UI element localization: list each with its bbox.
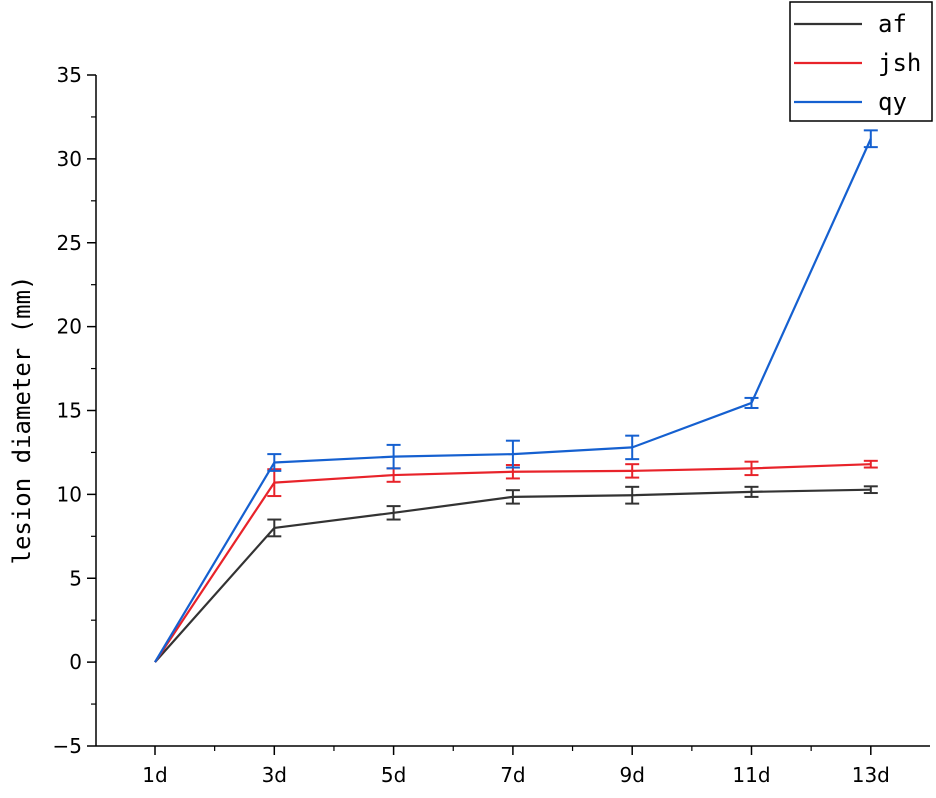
series-jsh (154, 459, 878, 663)
x-tick-label: 9d (619, 763, 644, 787)
axes: −5 0 5 10 15 20 25 30 35 1d 3d 5d 7d 9d 11d 13d (53, 63, 930, 787)
x-tick-label: 11d (732, 763, 770, 787)
y-tick-label: 30 (57, 147, 82, 171)
legend-label-qy: qy (878, 88, 907, 116)
legend: af jsh qy (789, 1, 933, 122)
series-layer (154, 129, 878, 663)
series-line (154, 138, 872, 663)
y-tick-label: 10 (57, 482, 82, 506)
legend-label-jsh: jsh (878, 49, 921, 77)
series-af (154, 485, 878, 663)
y-tick-label: −5 (53, 734, 82, 758)
y-tick-label: 0 (69, 650, 82, 674)
y-tick-label: 5 (69, 566, 82, 590)
y-tick-label: 20 (57, 315, 82, 339)
x-tick-label: 7d (500, 763, 525, 787)
y-tick-label: 25 (57, 231, 82, 255)
y-tick-label: 35 (57, 63, 82, 87)
x-tick-label: 3d (262, 763, 287, 787)
x-tick-label: 5d (381, 763, 406, 787)
legend-label-af: af (878, 10, 907, 38)
x-tick-label: 13d (852, 763, 890, 787)
y-axis-label: lesion diameter (mm) (8, 276, 36, 565)
x-tick-label: 1d (142, 763, 167, 787)
series-line (154, 488, 871, 663)
series-qy (154, 129, 878, 663)
y-tick-label: 15 (57, 399, 82, 423)
